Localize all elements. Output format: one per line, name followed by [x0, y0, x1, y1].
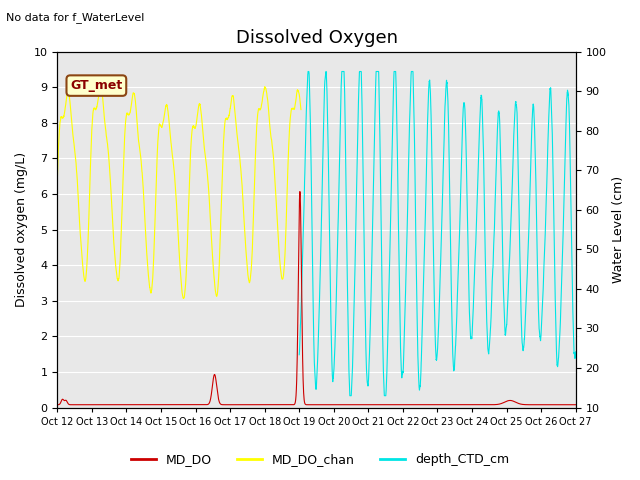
Title: Dissolved Oxygen: Dissolved Oxygen: [236, 29, 397, 48]
Text: No data for f_WaterLevel: No data for f_WaterLevel: [6, 12, 145, 23]
Y-axis label: Dissolved oxygen (mg/L): Dissolved oxygen (mg/L): [15, 152, 28, 307]
Legend: MD_DO, MD_DO_chan, depth_CTD_cm: MD_DO, MD_DO_chan, depth_CTD_cm: [126, 448, 514, 471]
Y-axis label: Water Level (cm): Water Level (cm): [612, 176, 625, 283]
Text: GT_met: GT_met: [70, 79, 122, 92]
